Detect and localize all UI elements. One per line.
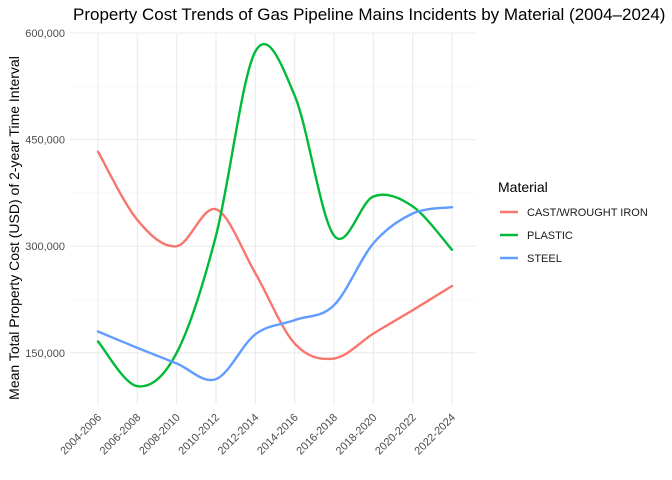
x-tick-label: 2014-2016	[255, 412, 301, 458]
legend-label-cast-wrought-iron: CAST/WROUGHT IRON	[527, 207, 648, 219]
grid	[70, 32, 476, 404]
legend: Material CAST/WROUGHT IRON PLASTIC STEEL	[498, 179, 648, 265]
x-tick-label: 2018-2020	[334, 412, 380, 458]
x-tick-label: 2022-2024	[412, 412, 458, 458]
y-tick-label: 150,000	[25, 348, 65, 360]
y-axis-title: Mean Total Property Cost (USD) of 2-year…	[6, 56, 22, 400]
x-tick-label: 2006-2008	[98, 412, 144, 458]
y-axis-ticks: 150,000 300,000 450,000 600,000	[25, 28, 65, 360]
y-tick-label: 300,000	[25, 241, 65, 253]
y-tick-label: 450,000	[25, 135, 65, 147]
x-tick-label: 2010-2012	[176, 412, 222, 458]
x-tick-label: 2008-2010	[137, 412, 183, 458]
y-tick-label: 600,000	[25, 28, 65, 40]
legend-label-steel: STEEL	[527, 253, 562, 265]
series-line-plastic	[96, 42, 454, 388]
x-tick-label: 2012-2014	[216, 412, 262, 458]
legend-label-plastic: PLASTIC	[527, 230, 573, 242]
x-tick-label: 2004-2006	[58, 412, 104, 458]
series-line-cast-wrought-iron	[96, 150, 454, 361]
x-axis-ticks: 2004-20062006-20082008-20102010-20122012…	[58, 412, 458, 458]
series-line-steel	[96, 205, 454, 382]
x-tick-label: 2016-2018	[294, 412, 340, 458]
series-lines	[96, 42, 454, 388]
chart-title: Property Cost Trends of Gas Pipeline Mai…	[73, 5, 665, 24]
x-tick-label: 2020-2022	[373, 412, 419, 458]
legend-items: CAST/WROUGHT IRON PLASTIC STEEL	[500, 207, 648, 265]
legend-title: Material	[498, 179, 548, 195]
